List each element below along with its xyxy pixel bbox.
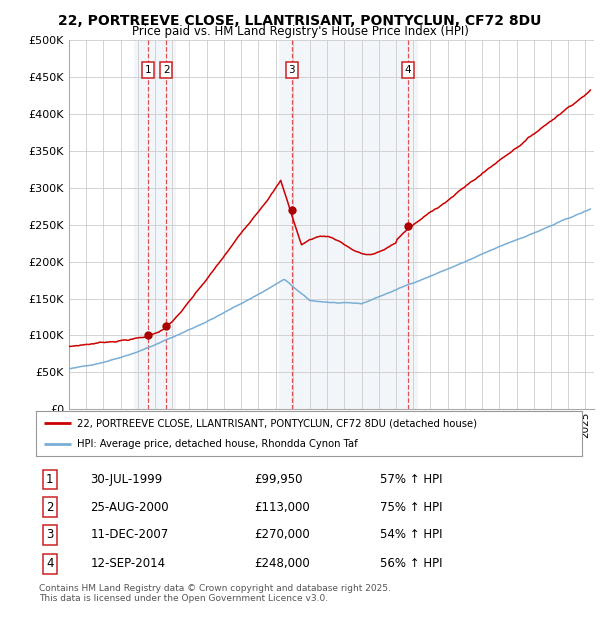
Text: 22, PORTREEVE CLOSE, LLANTRISANT, PONTYCLUN, CF72 8DU: 22, PORTREEVE CLOSE, LLANTRISANT, PONTYC…	[58, 14, 542, 28]
Text: 3: 3	[46, 528, 53, 541]
Text: 4: 4	[405, 65, 412, 75]
Text: Price paid vs. HM Land Registry's House Price Index (HPI): Price paid vs. HM Land Registry's House …	[131, 25, 469, 38]
Text: 25-AUG-2000: 25-AUG-2000	[91, 501, 169, 513]
Bar	[279, 40, 418, 409]
Text: £113,000: £113,000	[254, 501, 310, 513]
Bar	[134, 40, 176, 409]
Text: 75% ↑ HPI: 75% ↑ HPI	[380, 501, 442, 513]
Text: 57% ↑ HPI: 57% ↑ HPI	[380, 473, 442, 486]
Text: 2: 2	[163, 65, 170, 75]
Text: 22, PORTREEVE CLOSE, LLANTRISANT, PONTYCLUN, CF72 8DU (detached house): 22, PORTREEVE CLOSE, LLANTRISANT, PONTYC…	[77, 418, 477, 428]
Text: HPI: Average price, detached house, Rhondda Cynon Taf: HPI: Average price, detached house, Rhon…	[77, 438, 358, 449]
Text: Contains HM Land Registry data © Crown copyright and database right 2025.
This d: Contains HM Land Registry data © Crown c…	[39, 584, 391, 603]
Text: £270,000: £270,000	[254, 528, 310, 541]
Text: 30-JUL-1999: 30-JUL-1999	[91, 473, 163, 486]
Text: 2: 2	[46, 501, 53, 513]
Text: 1: 1	[145, 65, 151, 75]
Text: 12-SEP-2014: 12-SEP-2014	[91, 557, 166, 570]
Text: 54% ↑ HPI: 54% ↑ HPI	[380, 528, 442, 541]
Text: £248,000: £248,000	[254, 557, 310, 570]
Text: £99,950: £99,950	[254, 473, 303, 486]
Text: 1: 1	[46, 473, 53, 486]
Text: 56% ↑ HPI: 56% ↑ HPI	[380, 557, 442, 570]
Text: 3: 3	[289, 65, 295, 75]
Text: 4: 4	[46, 557, 53, 570]
Text: 11-DEC-2007: 11-DEC-2007	[91, 528, 169, 541]
